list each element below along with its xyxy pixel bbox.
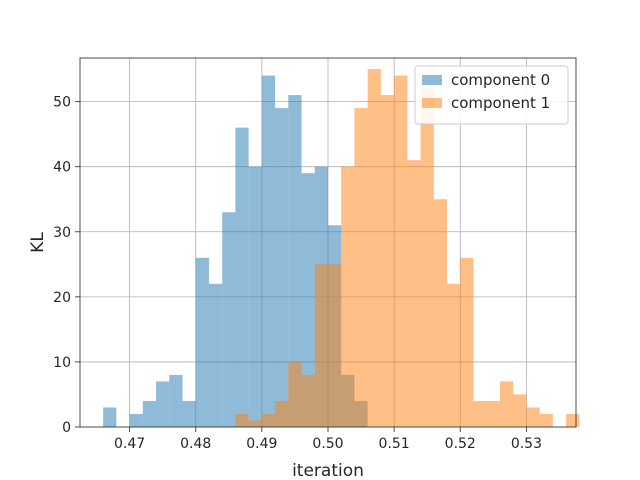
histogram-bar	[142, 400, 157, 427]
histogram-bar	[314, 264, 328, 427]
histogram-bar	[301, 374, 315, 427]
histogram-bar	[275, 400, 289, 427]
histogram-bar	[288, 361, 302, 427]
x-axis-label: iteration	[292, 461, 364, 480]
histogram-bar	[195, 257, 209, 427]
histogram-bar	[367, 69, 381, 428]
histogram-bar	[394, 75, 408, 428]
histogram-bar	[539, 413, 553, 427]
histogram-bar	[169, 374, 183, 427]
y-tick-label: 50	[53, 95, 71, 111]
histogram-bar	[380, 95, 395, 427]
y-tick-label: 10	[53, 355, 71, 371]
histogram-bar	[420, 88, 434, 427]
histogram-bar	[460, 257, 474, 427]
series-1-bars	[235, 69, 580, 428]
histogram-bar	[433, 199, 448, 427]
histogram-bar	[301, 173, 315, 427]
histogram-bar	[261, 75, 276, 428]
histogram-bar	[275, 108, 289, 427]
x-tick-label: 0.52	[445, 436, 476, 452]
legend-label: component 0	[451, 71, 550, 89]
histogram-bar	[499, 381, 514, 427]
y-tick-label: 40	[53, 160, 71, 176]
histogram-bar	[103, 407, 117, 427]
x-tick-label: 0.50	[312, 436, 343, 452]
legend-swatch	[422, 98, 442, 108]
histogram-bar	[235, 413, 249, 427]
histogram-bar	[566, 413, 580, 427]
y-tick-label: 0	[62, 420, 71, 436]
legend: component 0 component 1	[414, 65, 569, 125]
histogram-bar	[473, 400, 487, 427]
histogram-bar	[182, 400, 196, 427]
histogram-bar	[248, 420, 262, 427]
histogram-bar	[288, 95, 302, 427]
histogram-bar	[354, 108, 368, 427]
histogram-bar	[513, 394, 527, 427]
histogram-bar	[235, 127, 249, 427]
legend-box	[414, 65, 569, 125]
histogram-bar	[222, 212, 236, 427]
legend-label: component 1	[451, 94, 550, 112]
histogram-bar	[341, 166, 355, 427]
x-tick-label: 0.53	[511, 436, 542, 452]
bars	[103, 69, 580, 428]
x-tick-label: 0.49	[246, 436, 277, 452]
legend-swatch	[422, 75, 442, 85]
histogram-bar	[447, 283, 461, 427]
ticks: 0.47 0.48 0.49 0.50 0.51 0.52 0.53 0 10 20 30 40 50	[53, 95, 542, 452]
histogram-bar	[248, 166, 262, 427]
y-tick-label: 20	[53, 290, 71, 306]
histogram-bar	[129, 413, 143, 427]
histogram-bar	[156, 381, 170, 427]
histogram-bar	[328, 264, 342, 427]
histogram-bar	[486, 400, 500, 427]
x-tick-label: 0.47	[114, 436, 145, 452]
histogram-bar	[261, 413, 276, 427]
histogram-bar	[208, 283, 223, 427]
y-tick-label: 30	[53, 225, 71, 241]
x-tick-label: 0.51	[379, 436, 410, 452]
y-axis-label: KL	[28, 232, 48, 253]
histogram-bar	[526, 407, 540, 427]
x-tick-label: 0.48	[180, 436, 211, 452]
histogram-bar	[407, 160, 421, 427]
